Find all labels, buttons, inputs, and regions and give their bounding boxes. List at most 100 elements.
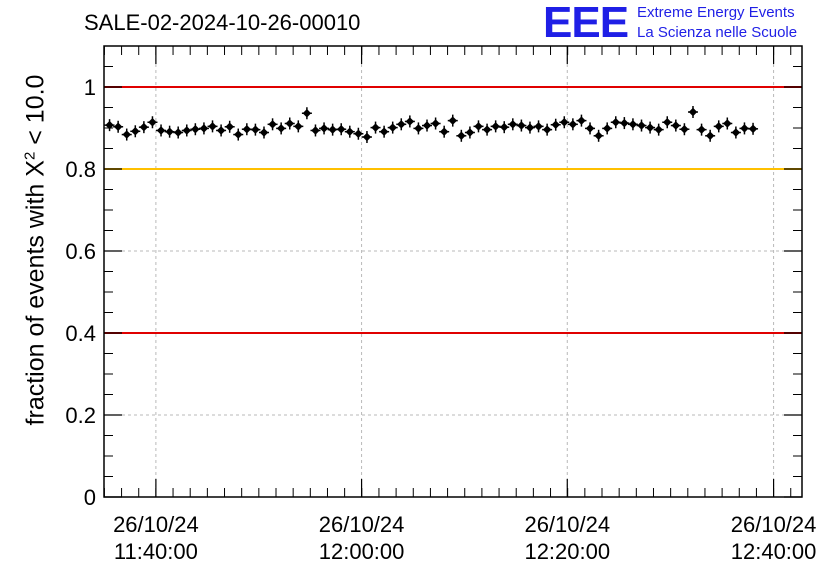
x-tick-label-date: 26/10/24 (319, 512, 405, 537)
y-axis-label-superscript: 2 (21, 151, 39, 161)
data-point (551, 120, 560, 129)
x-tick-label-time: 12:40:00 (731, 539, 817, 564)
data-point (242, 124, 252, 134)
data-point (525, 123, 535, 132)
data-point (405, 117, 415, 126)
data-point (431, 119, 440, 128)
data-point (637, 121, 646, 130)
data-point (131, 127, 140, 136)
data-point (414, 124, 423, 133)
data-point (294, 122, 303, 131)
data-point (354, 129, 363, 138)
y-tick-label: 0.2 (65, 403, 96, 428)
y-tick-label: 0 (84, 485, 96, 510)
data-point (748, 124, 758, 134)
chart-title: SALE-02-2024-10-26-00010 (84, 10, 361, 35)
data-point (517, 121, 526, 130)
data-point (251, 125, 260, 134)
data-point (234, 130, 243, 139)
x-tick-label-date: 26/10/24 (731, 512, 817, 537)
data-point (508, 120, 518, 129)
data-point (336, 124, 346, 134)
data-point (276, 124, 286, 133)
x-tick-label-time: 12:00:00 (319, 539, 405, 564)
logo-line-1: Extreme Energy Events (637, 4, 795, 21)
data-point (216, 126, 226, 135)
data-point (371, 123, 380, 132)
data-point (208, 122, 217, 131)
data-point (628, 120, 638, 129)
data-point (439, 127, 449, 136)
data-point (611, 118, 621, 127)
y-tick-label: 1 (84, 75, 96, 100)
logo-text: Extreme Energy Events La Scienza nelle S… (637, 3, 797, 43)
eee-logo: EEE (543, 0, 629, 47)
tick-labels: 00.20.40.60.8126/10/2411:40:0026/10/2412… (65, 75, 816, 564)
reference-lines (104, 86, 802, 334)
data-point (602, 124, 612, 133)
data-point (113, 122, 123, 132)
data-point (534, 122, 543, 131)
data-point (285, 119, 294, 128)
data-point (542, 125, 552, 134)
data-point (173, 128, 183, 137)
data-point (122, 130, 131, 139)
data-point (491, 122, 500, 131)
data-point (654, 125, 663, 134)
y-tick-label: 0.8 (65, 157, 96, 182)
data-point (474, 122, 483, 131)
data-point (457, 131, 466, 141)
data-point (568, 120, 578, 129)
data-point (165, 127, 174, 136)
data-point (499, 122, 509, 132)
data-point (577, 116, 586, 125)
data-point (388, 123, 397, 132)
data-point (268, 120, 277, 129)
y-axis-label: fraction of events with X2 < 10.0 (21, 75, 50, 426)
x-tick-label-time: 12:20:00 (524, 539, 610, 564)
plot-frame (103, 45, 803, 498)
data-point (688, 107, 698, 117)
data-point (705, 131, 715, 141)
data-point (714, 122, 723, 131)
x-tick-label-time: 11:40:00 (114, 539, 198, 564)
data-point (139, 122, 149, 132)
data-point (723, 119, 732, 128)
data-point (105, 120, 114, 130)
data-point (671, 121, 681, 130)
data-point (663, 118, 672, 127)
data-point (697, 125, 706, 134)
data-point (199, 124, 209, 133)
x-tick-label-date: 26/10/24 (113, 512, 199, 537)
data-point (302, 108, 312, 118)
data-point (731, 128, 741, 137)
data-point (379, 127, 389, 136)
data-point (680, 124, 689, 134)
x-tick-label-date: 26/10/24 (524, 512, 610, 537)
data-point (585, 124, 595, 133)
y-axis-label-tail: < 10.0 (21, 74, 50, 152)
data-point (182, 126, 192, 135)
data-point (259, 128, 269, 137)
data-point (311, 126, 320, 135)
data-point (620, 118, 629, 128)
data-point (328, 125, 337, 134)
data-points (104, 106, 759, 144)
logo-line-2: La Scienza nelle Scuole (637, 24, 798, 41)
data-point (594, 131, 603, 141)
data-point (448, 116, 457, 125)
data-point (422, 121, 432, 130)
data-point (148, 118, 157, 127)
y-tick-label: 0.6 (65, 239, 96, 264)
data-point (645, 123, 655, 132)
data-point (191, 124, 200, 134)
grid (104, 46, 802, 497)
data-point (465, 128, 475, 137)
y-tick-label: 0.4 (65, 321, 96, 346)
data-point (225, 122, 234, 132)
data-point (362, 132, 372, 142)
data-point (319, 124, 329, 133)
data-point (482, 125, 492, 134)
y-axis-label-main: fraction of events with X (21, 160, 50, 426)
